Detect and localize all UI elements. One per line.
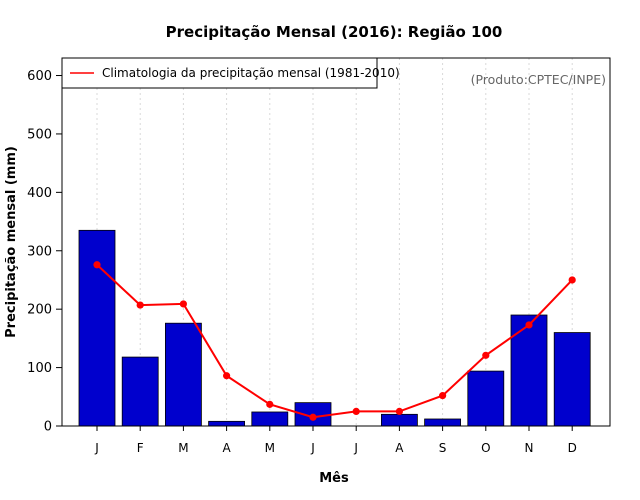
y-tick-label: 200 [27, 303, 52, 318]
climatology-point-11 [568, 276, 576, 284]
climatology-point-7 [395, 407, 403, 415]
y-axis-title: Precipitação mensal (mm) [4, 146, 19, 338]
climatology-point-6 [352, 407, 360, 415]
y-axis: 0 100 200 300 400 500 600 [27, 69, 62, 435]
bar-4 [251, 411, 289, 427]
bar-7 [380, 413, 418, 427]
climatology-point-8 [439, 392, 447, 400]
climatology-point-2 [179, 300, 187, 308]
chart-title: Precipitação Mensal (2016): Região 100 [166, 23, 503, 41]
bar-11 [553, 332, 591, 427]
credit-annotation: (Produto:CPTEC/INPE) [471, 72, 606, 87]
climatology-point-4 [266, 400, 274, 408]
legend-label: Climatologia da precipitação mensal (198… [102, 66, 400, 80]
x-tick-label: S [439, 441, 447, 455]
y-tick-label: 500 [27, 127, 52, 142]
x-tick-label: J [310, 441, 315, 455]
x-tick-label: M [178, 441, 188, 455]
x-tick-label: D [568, 441, 577, 455]
climatology-point-1 [136, 301, 144, 309]
y-tick-label: 600 [27, 69, 52, 84]
x-tick-label: J [94, 441, 99, 455]
x-tick-label: A [222, 441, 231, 455]
x-tick-label: F [137, 441, 144, 455]
x-tick-label: O [481, 441, 490, 455]
climatology-point-5 [309, 413, 317, 421]
legend-box [61, 57, 378, 89]
bar-1 [121, 356, 159, 427]
bar-3 [208, 420, 246, 427]
climatology-point-9 [482, 351, 490, 359]
bar-9 [467, 370, 505, 427]
y-tick-label: 400 [27, 186, 52, 201]
y-tick-label: 100 [27, 361, 52, 376]
x-axis-title: Mês [319, 471, 349, 486]
climatology-point-0 [93, 261, 101, 269]
climatology-line [96, 264, 573, 419]
climatology-point-10 [525, 321, 533, 329]
x-tick-label: J [353, 441, 358, 455]
bar-2 [164, 322, 202, 427]
y-tick-label: 0 [44, 420, 52, 435]
y-tick-label: 300 [27, 244, 52, 259]
bar-0 [78, 229, 116, 427]
x-tick-label: M [265, 441, 275, 455]
climatology-point-3 [223, 372, 231, 380]
bar-8 [424, 418, 462, 427]
bars-layer [78, 229, 591, 427]
bar-10 [510, 314, 548, 427]
x-tick-label: A [395, 441, 404, 455]
x-tick-label: N [525, 441, 534, 455]
legend: Climatologia da precipitação mensal (198… [61, 57, 400, 89]
climatology-line-layer [93, 261, 576, 421]
